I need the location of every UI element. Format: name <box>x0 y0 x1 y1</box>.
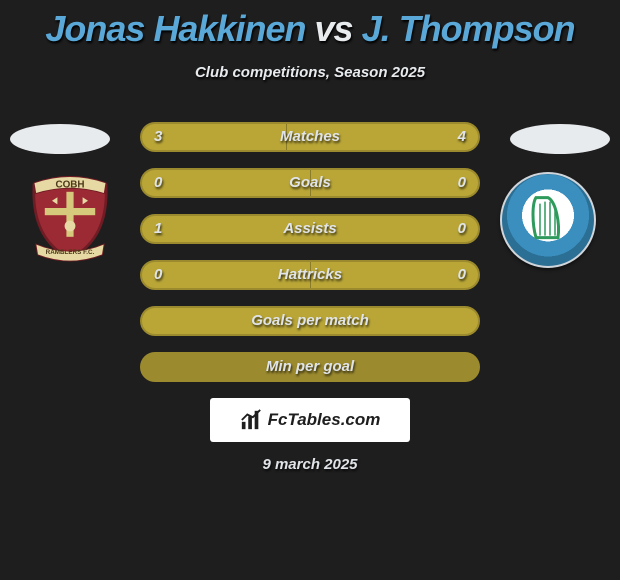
stat-row: Min per goal <box>140 352 480 382</box>
player-b-name: J. Thompson <box>362 8 575 49</box>
site-badge[interactable]: FcTables.com <box>210 398 410 442</box>
site-name: FcTables.com <box>268 410 381 430</box>
player-a-photo-placeholder <box>10 124 110 154</box>
stat-label: Min per goal <box>142 354 478 380</box>
club-crest-right <box>500 172 600 272</box>
stat-bars: Matches34Goals00Assists10Hattricks00Goal… <box>140 122 480 398</box>
stat-value-right: 0 <box>458 170 466 196</box>
comparison-title: Jonas Hakkinen vs J. Thompson <box>0 0 620 50</box>
player-b-photo-placeholder <box>510 124 610 154</box>
vs-label: vs <box>315 8 353 49</box>
stat-label: Matches <box>142 124 478 150</box>
crest-left-bottom-text: RAMBLERS F.C. <box>46 249 95 256</box>
stat-value-left: 0 <box>154 262 162 288</box>
subtitle: Club competitions, Season 2025 <box>0 64 620 81</box>
stat-row: Goals0 0 <box>140 168 480 198</box>
player-a-name: Jonas Hakkinen <box>45 8 305 49</box>
stat-row: Goals per match <box>140 306 480 336</box>
club-crest-left: COBH RAMBLERS F.C. <box>20 172 120 272</box>
stat-value-right: 0 <box>458 216 466 242</box>
stat-row: Hattricks0 0 <box>140 260 480 290</box>
harp-icon <box>528 194 568 242</box>
shield-icon: COBH RAMBLERS F.C. <box>25 172 115 262</box>
stat-value-left: 1 <box>154 216 162 242</box>
stat-label: Goals per match <box>142 308 478 334</box>
stat-row: Matches3 4 <box>140 122 480 152</box>
stat-value-right: 0 <box>458 262 466 288</box>
stat-value-left: 3 <box>154 124 162 150</box>
date-stamp: 9 march 2025 <box>0 456 620 473</box>
stat-value-left: 0 <box>154 170 162 196</box>
stat-label: Goals <box>142 170 478 196</box>
stat-label: Hattricks <box>142 262 478 288</box>
crest-left-top-text: COBH <box>55 179 84 190</box>
round-badge-icon <box>500 172 596 268</box>
stat-value-right: 4 <box>458 124 466 150</box>
stat-label: Assists <box>142 216 478 242</box>
stat-row: Assists1 0 <box>140 214 480 244</box>
bar-chart-icon <box>240 409 262 431</box>
